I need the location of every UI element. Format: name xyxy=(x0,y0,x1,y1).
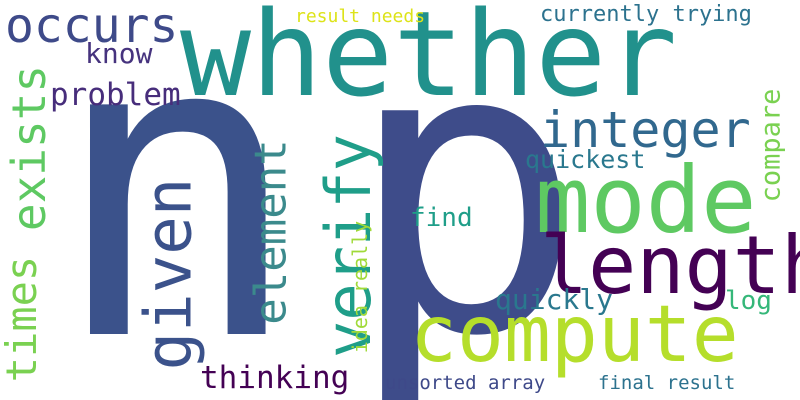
word-result-needs: result needs xyxy=(295,6,426,27)
word-thinking: thinking xyxy=(200,360,350,396)
word-problem: problem xyxy=(50,77,181,113)
word-length: length xyxy=(540,219,800,312)
word-mode: mode xyxy=(535,147,757,254)
word-know: know xyxy=(85,37,153,70)
word-compute: compute xyxy=(410,290,739,380)
word-unsorted-array: unsorted array xyxy=(385,372,546,394)
word-compare: compare xyxy=(755,88,787,203)
word-quickest: quickest xyxy=(525,145,646,174)
word-final-result: final result xyxy=(598,372,736,394)
word-integer: integer xyxy=(540,101,751,159)
word-whether: whether xyxy=(180,0,678,123)
word-element: element xyxy=(245,139,297,325)
word-given: given xyxy=(132,177,207,371)
word-times: times xyxy=(0,255,47,383)
word-currently-trying: currently trying xyxy=(540,2,752,27)
word-find: find xyxy=(410,203,473,233)
word-n: n xyxy=(50,0,303,400)
word-quickly: quickly xyxy=(495,283,614,316)
word-occurs: occurs xyxy=(5,0,179,54)
word-log: log xyxy=(725,286,772,316)
word-p: p xyxy=(345,0,586,400)
word-idea-really: idea really xyxy=(348,220,373,354)
word-exists: exists xyxy=(2,64,57,232)
